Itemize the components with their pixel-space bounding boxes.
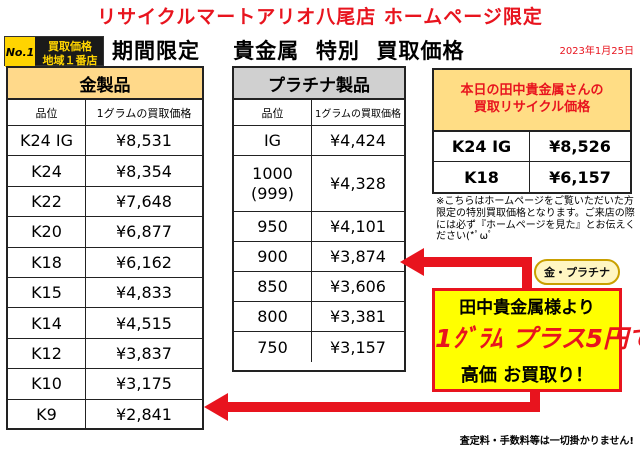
gold-price: ¥8,354 xyxy=(116,161,172,181)
table-row: K18 ¥6,157 xyxy=(434,162,630,192)
gold-item: K24 xyxy=(8,156,86,186)
gold-price: ¥6,162 xyxy=(116,252,172,272)
platinum-item: 800 xyxy=(234,302,312,331)
table-row: 850 ¥3,606 xyxy=(234,272,404,302)
table-row: K18 ¥6,162 xyxy=(8,247,202,278)
platinum-price: ¥3,381 xyxy=(330,307,386,326)
platinum-price: ¥4,328 xyxy=(330,174,386,193)
platinum-item: 750 xyxy=(234,332,312,362)
gold-item: K22 xyxy=(8,186,86,217)
promo-line1: 田中貴金属様より xyxy=(459,298,595,318)
gold-item: K24 IG xyxy=(8,126,86,156)
gold-platinum-stamp: 金・プラチナ xyxy=(534,259,620,285)
no1-badge-rank: No.1 xyxy=(5,37,35,67)
gold-column-header: 品位 1グラムの買取価格 xyxy=(8,100,202,126)
promo-line3: 高価 お買取り！ xyxy=(460,365,594,386)
gold-item: K10 xyxy=(8,369,86,399)
gold-item: K14 xyxy=(8,308,86,338)
platinum-price: ¥3,874 xyxy=(330,247,386,266)
table-row: K22 ¥7,648 xyxy=(8,186,202,218)
tanaka-item: K18 xyxy=(434,162,530,192)
platinum-price: ¥3,606 xyxy=(330,277,386,296)
platinum-item: 900 xyxy=(234,242,312,271)
platinum-col-item: 品位 xyxy=(234,100,312,125)
gold-item: K20 xyxy=(8,217,86,247)
date-label: 2023年1月25日 xyxy=(559,46,634,57)
table-row: 800 ¥3,381 xyxy=(234,302,404,332)
platinum-price: ¥4,424 xyxy=(330,131,386,150)
gold-table-title: 金製品 xyxy=(8,68,202,100)
no1-badge: No.1 買取価格 地域１番店 xyxy=(4,36,104,67)
gold-price: ¥7,648 xyxy=(116,191,172,211)
promo-line2: 1ｸﾞﾗﾑ プラス5円で xyxy=(435,324,640,353)
table-row: K14 ¥4,515 xyxy=(8,308,202,339)
platinum-price: ¥3,157 xyxy=(330,337,386,357)
no1-badge-line1: 買取価格 xyxy=(48,40,92,53)
platinum-price: ¥4,101 xyxy=(330,217,386,236)
table-row: K24 IG ¥8,526 xyxy=(434,132,630,162)
table-row: K10 ¥3,175 xyxy=(8,369,202,400)
gold-price: ¥3,175 xyxy=(116,374,172,394)
footer-note: 査定料・手数料等は一切掛かりません! xyxy=(459,436,634,447)
gold-price: ¥2,841 xyxy=(116,405,172,425)
gold-price: ¥8,531 xyxy=(116,131,172,151)
gold-item: K18 xyxy=(8,247,86,277)
gold-price: ¥3,837 xyxy=(116,343,172,363)
tanaka-item: K24 IG xyxy=(434,132,530,161)
table-row: K24 IG ¥8,531 xyxy=(8,126,202,157)
table-row: 900 ¥3,874 xyxy=(234,242,404,272)
tanaka-title-line2: 買取リサイクル価格 xyxy=(473,100,591,115)
disclaimer-note: ※こちらはホームページをご覧いただいた方限定の特別買取価格となります。ご来店の際… xyxy=(436,196,636,243)
table-row: K9 ¥2,841 xyxy=(8,399,202,430)
gold-price: ¥4,833 xyxy=(116,283,172,303)
page-title: リサイクルマートアリオ八尾店 ホームページ限定 xyxy=(97,6,543,28)
platinum-item: IG xyxy=(234,126,312,155)
no1-badge-line2: 地域１番店 xyxy=(42,54,98,67)
gold-col-price: 1グラムの買取価格 xyxy=(96,106,192,120)
table-row: K12 ¥3,837 xyxy=(8,338,202,370)
platinum-item: 1000 (999) xyxy=(234,156,312,211)
tanaka-price: ¥6,157 xyxy=(549,167,611,187)
tanaka-title-line1: 本日の田中貴金属さんの xyxy=(460,83,604,99)
gold-item: K9 xyxy=(8,399,86,430)
table-row: IG ¥4,424 xyxy=(234,126,404,156)
platinum-item: 950 xyxy=(234,212,312,241)
table-row: 750 ¥3,157 xyxy=(234,332,404,362)
upper-arrow xyxy=(400,248,532,290)
gold-price: ¥6,877 xyxy=(116,222,172,242)
platinum-item: 850 xyxy=(234,272,312,301)
tanaka-reference-table: 本日の田中貴金属さんの 買取リサイクル価格 K24 IG ¥8,526 K18 ¥6… xyxy=(432,68,632,194)
platinum-table-title: プラチナ製品 xyxy=(234,68,404,100)
gold-price: ¥4,515 xyxy=(116,313,172,333)
gold-price-table: 金製品 品位 1グラムの買取価格 K24 IG ¥8,531 K24 ¥8,354 … xyxy=(6,66,204,430)
platinum-col-price: 1グラムの買取価格 xyxy=(314,109,402,120)
platinum-price-table: プラチナ製品 品位 1グラムの買取価格 IG ¥4,424 1000 (999) ¥… xyxy=(232,66,406,372)
promo-box: 田中貴金属様より 1ｸﾞﾗﾑ プラス5円で 高価 お買取り！ xyxy=(432,288,640,392)
gold-item: K12 xyxy=(8,338,86,369)
main-title: 期間限定 貴金属 特別 買取価格 xyxy=(112,39,465,63)
table-row: K15 ¥4,833 xyxy=(8,277,202,309)
gold-item: K15 xyxy=(8,277,86,308)
tanaka-table-title: 本日の田中貴金属さんの 買取リサイクル価格 xyxy=(434,70,630,132)
table-row: 950 ¥4,101 xyxy=(234,212,404,242)
table-row: K24 ¥8,354 xyxy=(8,156,202,187)
tanaka-price: ¥8,526 xyxy=(549,137,611,156)
table-row: 1000 (999) ¥4,328 xyxy=(234,156,404,212)
table-row: K20 ¥6,877 xyxy=(8,217,202,248)
platinum-column-header: 品位 1グラムの買取価格 xyxy=(234,100,404,126)
lower-arrow xyxy=(204,392,540,421)
gold-col-item: 品位 xyxy=(8,100,86,125)
